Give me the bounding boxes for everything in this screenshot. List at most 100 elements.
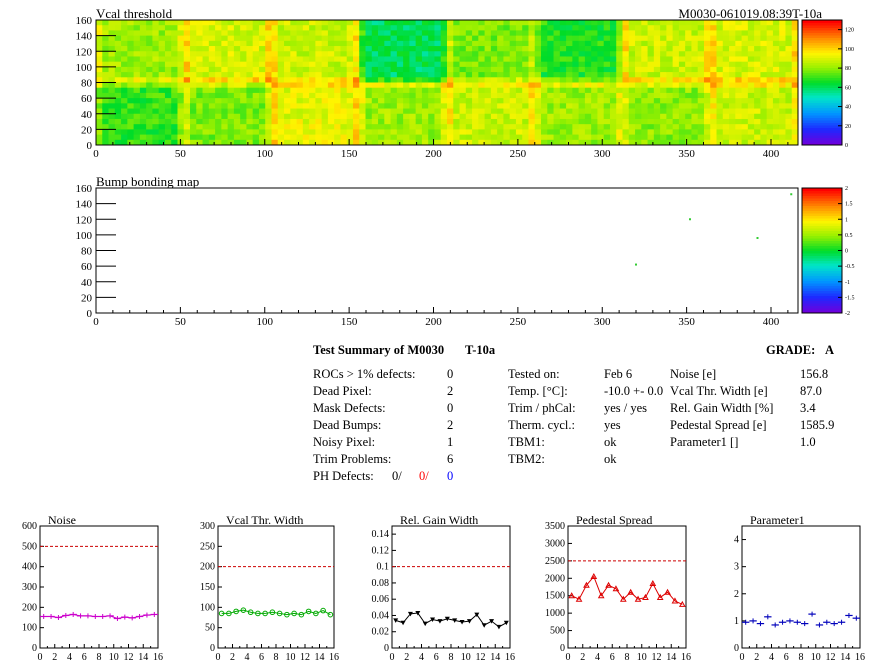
y-tick-label: 3500 <box>545 521 565 532</box>
data-point <box>642 593 649 600</box>
y-tick-label: 0.12 <box>372 545 390 556</box>
y-tick-label: 140 <box>76 31 93 43</box>
x-tick-label: 4 <box>245 652 250 663</box>
palette-tick-label: 0.5 <box>845 233 853 239</box>
summary-mid-value: -10.0 +- 0.0 <box>604 384 664 398</box>
grade-value: A <box>825 343 835 357</box>
y-tick-label: 160 <box>76 183 93 195</box>
data-point <box>218 610 225 617</box>
y-tick-label: 300 <box>22 582 37 593</box>
data-point <box>437 619 443 624</box>
summary-right-label: Noise [e] <box>670 367 717 381</box>
data-point <box>291 610 297 617</box>
x-tick-label: 350 <box>678 148 695 160</box>
palette-tick-label: 40 <box>845 105 851 111</box>
data-point <box>400 620 406 626</box>
palette-tick-label: 0 <box>845 143 848 149</box>
x-tick-label: 2 <box>580 652 585 663</box>
x-tick-label: 14 <box>490 652 500 663</box>
x-tick-label: 6 <box>82 652 87 663</box>
x-tick-label: 8 <box>799 652 804 663</box>
y-tick-label: 4 <box>734 535 739 546</box>
summary-left-value: 0 <box>447 367 454 381</box>
data-point <box>327 611 334 618</box>
y-tick-label: 500 <box>550 626 565 637</box>
data-point <box>320 607 326 614</box>
y-tick-label: 200 <box>200 562 215 573</box>
x-tick-label: 250 <box>510 316 527 328</box>
x-tick-label: 150 <box>341 316 358 328</box>
summary-right-value: 156.8 <box>800 367 829 381</box>
ph-defects-value-3: 0 <box>447 469 454 483</box>
y-tick-label: 40 <box>81 109 93 121</box>
data-point <box>313 610 319 617</box>
x-tick-label: 10 <box>811 652 821 663</box>
x-tick-label: 0 <box>216 652 221 663</box>
x-tick-label: 16 <box>681 652 691 663</box>
data-point <box>415 611 421 616</box>
data-point <box>671 597 679 604</box>
summary-mid-value: ok <box>604 435 617 449</box>
data-point <box>634 595 642 602</box>
bump-point <box>689 218 691 221</box>
summary-right-label: Vcal Thr. Width [e] <box>670 384 768 398</box>
data-point <box>407 611 413 617</box>
y-tick-label: 60 <box>81 93 93 105</box>
x-tick-label: 100 <box>257 316 274 328</box>
data-point <box>496 624 502 630</box>
x-tick-label: 6 <box>434 652 439 663</box>
small-plot-title: Pedestal Spread <box>576 513 652 527</box>
summary-mid-value: ok <box>604 452 617 466</box>
x-tick-label: 2 <box>230 652 235 663</box>
summary-mid-label: Tested on: <box>508 367 560 381</box>
x-tick-label: 6 <box>610 652 615 663</box>
y-tick-label: 200 <box>22 602 37 613</box>
small-plot-title: Noise <box>48 513 76 527</box>
data-point <box>233 608 239 615</box>
y-tick-label: 140 <box>76 199 93 211</box>
x-tick-label: 8 <box>449 652 454 663</box>
data-point <box>393 618 399 623</box>
palette-tick-label: -1 <box>845 280 850 286</box>
x-tick-label: 0 <box>38 652 43 663</box>
vcal-color-palette: 120 100 80 60 40 20 0 <box>801 19 854 149</box>
y-tick-label: 0 <box>87 140 93 152</box>
data-point <box>276 610 283 617</box>
summary-right-value: 1585.9 <box>800 418 835 432</box>
summary-left-label: Dead Bumps: <box>313 418 382 432</box>
y-tick-label: 0.06 <box>372 594 390 605</box>
y-tick-label: 0.08 <box>372 578 390 589</box>
y-tick-label: 1 <box>734 616 739 627</box>
summary-temp-code: T-10a <box>465 343 496 357</box>
summary-left-label: ROCs > 1% defects: <box>313 367 416 381</box>
y-tick-label: 20 <box>81 292 93 304</box>
summary-left-label: Trim Problems: <box>313 452 392 466</box>
summary-left-label: Noisy Pixel: <box>313 435 376 449</box>
bump-point <box>756 237 759 239</box>
x-tick-label: 14 <box>666 652 676 663</box>
summary-mid-label: Trim / phCal: <box>508 401 576 415</box>
x-tick-label: 50 <box>175 316 187 328</box>
data-point <box>444 616 450 622</box>
x-tick-label: 14 <box>138 652 148 663</box>
y-tick-label: 0 <box>210 643 215 654</box>
data-point <box>298 611 305 618</box>
data-point <box>619 595 627 602</box>
x-tick-label: 0 <box>740 652 745 663</box>
summary-right-value: 87.0 <box>800 384 822 398</box>
x-tick-label: 12 <box>652 652 662 663</box>
summary-mid-label: TBM2: <box>508 452 545 466</box>
summary-title: Test Summary of M0030 <box>313 343 445 357</box>
summary-right-label: Rel. Gain Width [%] <box>670 401 774 415</box>
palette-tick-label: 1 <box>845 217 848 223</box>
palette-tick-label: 100 <box>845 47 854 53</box>
ph-defects-label: PH Defects: <box>313 469 374 483</box>
summary-left-value: 1 <box>447 435 454 449</box>
summary-right-label: Pedestal Spread [e] <box>670 418 767 432</box>
y-tick-label: 300 <box>200 521 215 532</box>
summary-left-label: Dead Pixel: <box>313 384 372 398</box>
palette-tick-label: 120 <box>845 28 854 34</box>
y-tick-label: 0 <box>87 308 93 320</box>
